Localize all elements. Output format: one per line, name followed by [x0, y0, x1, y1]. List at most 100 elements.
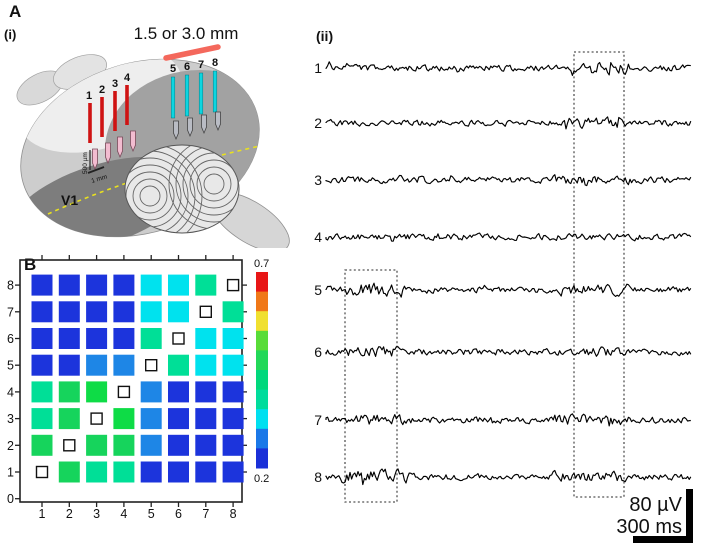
- time-scale-bar: [633, 536, 693, 543]
- heatmap-cell-r6-c4: [113, 328, 135, 349]
- scale-bars: 80 µV 300 ms: [616, 489, 693, 543]
- colorbar-min-label: 0.2: [254, 473, 269, 485]
- electrode-label-2: 2: [99, 84, 105, 96]
- heatmap-cell-r4-c7: [195, 381, 217, 403]
- heatmap-cell-r3-c8: [222, 408, 244, 430]
- scale-500um-label: 500 µm: [82, 152, 89, 174]
- y-axis-label-1: 1: [7, 466, 14, 480]
- voltage-scale-bar: [686, 489, 693, 543]
- heatmap-cell-r2-c7: [195, 434, 217, 456]
- heatmap-cell-r5-c4: [113, 354, 135, 376]
- heatmap-cell-r7-c6: [168, 301, 189, 323]
- trace-channel-8: [325, 468, 692, 486]
- colorbar-segment-1: [256, 291, 268, 312]
- y-axis-label-3: 3: [7, 412, 14, 426]
- heatmap-cell-r2-c6: [168, 434, 189, 456]
- heatmap-cell-r3-c1: [31, 408, 53, 430]
- voltage-scale-label: 80 µV: [629, 494, 682, 516]
- heatmap-cell-r6-c8: [222, 328, 244, 349]
- x-axis-label-5: 5: [148, 507, 155, 521]
- electrode-label-6: 6: [184, 61, 190, 73]
- red-electrode-array: 1 2 3 4 500 µm 1 mm: [82, 72, 136, 185]
- trace-label-7: 7: [314, 412, 322, 428]
- cyan-electrode-7: [198, 72, 204, 115]
- x-axis-label-8: 8: [230, 507, 237, 521]
- panel-b-label: B: [24, 255, 36, 274]
- time-scale-label: 300 ms: [616, 516, 682, 538]
- burst-highlight-box-left: [344, 269, 398, 503]
- cyan-electrode-5: [170, 76, 176, 119]
- x-axis-label-4: 4: [120, 507, 127, 521]
- x-axis-label-7: 7: [202, 507, 209, 521]
- trace-label-5: 5: [314, 282, 322, 298]
- heatmap-cell-r5-c6: [168, 354, 189, 376]
- colorbar-segment-3: [256, 330, 268, 351]
- heatmap-cell-r2-c8: [222, 434, 244, 456]
- electrode-label-4: 4: [124, 72, 131, 84]
- heatmap-cell-r8-c7: [195, 274, 217, 296]
- x-axis-label-2: 2: [66, 507, 73, 521]
- heatmap-cell-r5-c3: [86, 354, 108, 376]
- heatmap-cell-r2-c4: [113, 434, 135, 456]
- diagonal-marker-5: [144, 358, 158, 372]
- y-axis-label-0: 0: [7, 492, 14, 506]
- heatmap-cell-r3-c6: [168, 408, 189, 430]
- heatmap-cell-r5-c8: [222, 354, 244, 376]
- heatmap-cell-r2-c1: [31, 434, 53, 456]
- heatmap-cell-r3-c5: [140, 408, 162, 430]
- scale-1mm-bar: [87, 166, 105, 174]
- heatmap-cell-r2-c5: [140, 434, 162, 456]
- heatmap-cell-r1-c8: [222, 461, 244, 483]
- trace-channel-1: [325, 61, 691, 77]
- colorbar: [256, 272, 268, 469]
- red-electrode-2: [100, 97, 104, 137]
- trace-channel-5: [325, 282, 692, 298]
- trace-channel-6: [325, 346, 692, 357]
- colorbar-max-label: 0.7: [254, 258, 269, 270]
- heatmap-cell-r1-c2: [58, 461, 80, 483]
- heatmap-cell-r6-c7: [195, 328, 217, 349]
- heatmap-cell-r1-c3: [86, 461, 108, 483]
- colorbar-segment-6: [256, 389, 268, 410]
- heatmap-cell-r8-c2: [58, 274, 80, 296]
- heatmap-cell-r4-c1: [31, 381, 53, 403]
- colorbar-segment-7: [256, 409, 268, 430]
- heatmap-cell-r7-c3: [86, 301, 108, 323]
- v1-boundary-dashed-line: [47, 139, 282, 215]
- panel-a-brain-schematic: A (i): [4, 2, 290, 248]
- heatmap-cell-r8-c1: [31, 274, 53, 296]
- heatmap-cell-r4-c5: [140, 381, 162, 403]
- panel-a-label: A: [9, 2, 21, 21]
- inserted-probes-gray: [173, 111, 221, 141]
- heatmap-ticks: [15, 255, 247, 507]
- cyan-electrode-6: [184, 74, 190, 117]
- y-axis-label-7: 7: [7, 305, 14, 319]
- electrode-label-1: 1: [86, 90, 92, 102]
- heatmap-cells: [31, 274, 244, 483]
- heatmap-cell-r5-c1: [31, 354, 53, 376]
- heatmap-cell-r1-c7: [195, 461, 217, 483]
- y-axis-label-8: 8: [7, 279, 14, 293]
- heatmap-cell-r1-c5: [140, 461, 162, 483]
- diagonal-marker-4: [117, 385, 131, 399]
- burst-highlight-box-right: [573, 51, 625, 498]
- heatmap-cell-r2-c3: [86, 434, 108, 456]
- diagonal-marker-1: [35, 465, 49, 479]
- heatmap-cell-r5-c2: [58, 354, 80, 376]
- trace-label-6: 6: [314, 344, 322, 360]
- heatmap-cell-r7-c4: [113, 301, 135, 323]
- heatmap-cell-r8-c5: [140, 274, 162, 296]
- trace-lines: 1 2 3 4 5 6 7 8: [314, 60, 692, 486]
- heatmap-cell-r6-c1: [31, 328, 53, 349]
- trace-label-2: 2: [314, 115, 322, 131]
- diagonal-marker-3: [90, 412, 103, 425]
- diagonal-marker-6: [172, 332, 185, 345]
- trace-channel-4: [325, 232, 692, 242]
- brain-illustration: V1: [8, 47, 290, 248]
- heatmap-cell-r3-c7: [195, 408, 217, 430]
- trace-channel-3: [325, 174, 692, 187]
- trace-label-1: 1: [314, 60, 322, 76]
- heatmap-cell-r7-c2: [58, 301, 80, 323]
- scale-1mm-label: 1 mm: [91, 173, 109, 184]
